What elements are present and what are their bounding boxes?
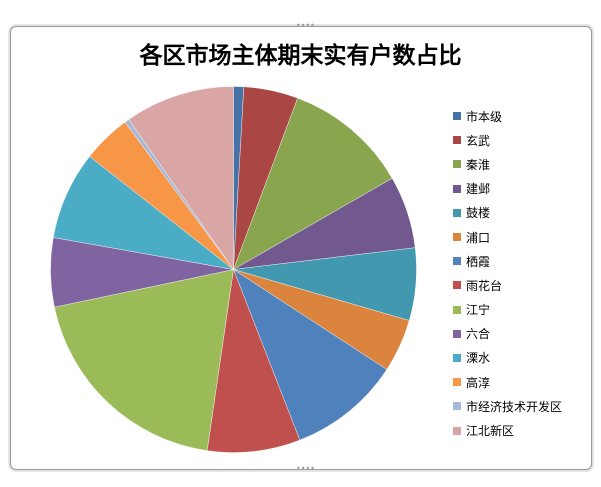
- legend-swatch: [453, 233, 461, 242]
- legend-swatch: [453, 257, 461, 266]
- pie-slice-7[interactable]: [206, 268, 301, 453]
- legend-item[interactable]: 玄武: [453, 128, 562, 152]
- legend-item[interactable]: 浦口: [453, 225, 562, 249]
- chart-title: 各区市场主体期末实有户数占比: [139, 42, 462, 69]
- pie-slice-13[interactable]: [128, 86, 234, 271]
- pie-slice-2[interactable]: [233, 97, 393, 270]
- resize-handle-top[interactable]: ••••: [296, 21, 315, 30]
- resize-handle-bottom[interactable]: ••••: [296, 464, 315, 473]
- legend-item[interactable]: 建邺: [453, 177, 562, 201]
- legend-swatch: [453, 184, 461, 193]
- legend-item[interactable]: 江北新区: [453, 418, 562, 442]
- legend-item[interactable]: 市经济技术开发区: [453, 394, 562, 418]
- legend-swatch: [453, 305, 461, 314]
- legend-item[interactable]: 溧水: [453, 346, 562, 370]
- legend-label: 六合: [466, 327, 491, 342]
- legend-label: 高淳: [466, 375, 491, 390]
- legend: 市本级玄武秦淮建邺鼓楼浦口栖霞雨花台江宁六合溧水高淳市经济技术开发区 江北新区: [453, 104, 562, 443]
- legend-swatch: [453, 112, 461, 121]
- legend-item[interactable]: 六合: [453, 322, 562, 346]
- legend-swatch: [453, 329, 461, 338]
- pie-slice-8[interactable]: [54, 269, 234, 451]
- legend-item[interactable]: 江宁: [453, 298, 562, 322]
- legend-label: 雨花台: [466, 278, 503, 293]
- legend-label: 秦淮: [466, 157, 491, 172]
- legend-label: 浦口: [466, 230, 491, 245]
- legend-swatch: [453, 208, 461, 217]
- legend-label: 玄武: [466, 133, 491, 148]
- legend-swatch: [453, 402, 461, 411]
- legend-label: 栖霞: [466, 254, 491, 269]
- legend-item[interactable]: 高淳: [453, 370, 562, 394]
- legend-swatch: [453, 281, 461, 290]
- legend-label: 江北新区: [466, 424, 515, 439]
- legend-item[interactable]: 秦淮: [453, 152, 562, 176]
- legend-label: 市经济技术开发区: [466, 399, 563, 414]
- legend-label: 建邺: [466, 182, 491, 197]
- legend-swatch: [453, 378, 461, 387]
- legend-swatch: [453, 160, 461, 169]
- legend-swatch: [453, 136, 461, 145]
- legend-item[interactable]: 市本级: [453, 104, 562, 128]
- legend-swatch: [453, 353, 461, 362]
- legend-item[interactable]: 栖霞: [453, 249, 562, 273]
- legend-item[interactable]: 雨花台: [453, 273, 562, 297]
- legend-item[interactable]: 鼓楼: [453, 201, 562, 225]
- legend-label: 市本级: [466, 109, 503, 124]
- pie-slice-6[interactable]: [233, 268, 388, 441]
- legend-label: 鼓楼: [466, 206, 491, 221]
- legend-label: 江宁: [466, 303, 491, 318]
- legend-label: 溧水: [466, 351, 491, 366]
- legend-swatch: [453, 426, 461, 435]
